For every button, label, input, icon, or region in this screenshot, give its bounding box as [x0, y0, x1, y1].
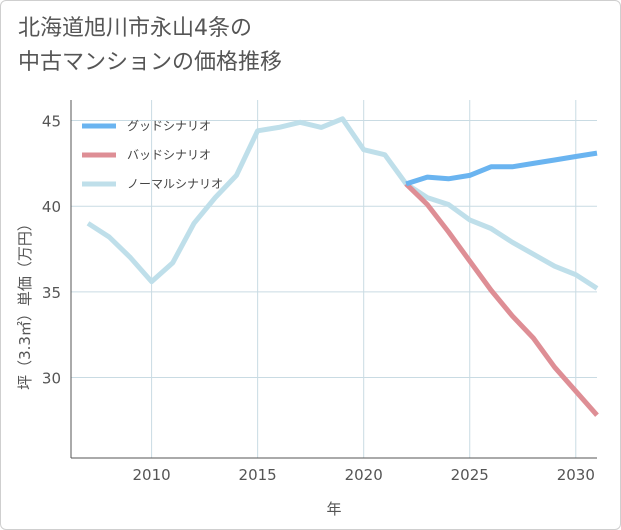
series-lines: [86, 116, 599, 417]
series-line-2: [86, 116, 599, 291]
y-tick-label: 35: [42, 284, 61, 302]
chart-title: 北海道旭川市永山4条の 中古マンションの価格推移: [18, 12, 578, 80]
y-tick-label: 30: [42, 369, 61, 387]
series-line-0: [405, 150, 598, 187]
chart-title-line1: 北海道旭川市永山4条の: [18, 16, 252, 41]
x-tick-label: 2020: [345, 466, 383, 484]
x-tick-label: 2010: [133, 466, 171, 484]
x-tick-label: 2030: [557, 466, 595, 484]
x-tick-label: 2015: [239, 466, 277, 484]
legend-label-0: グッドシナリオ: [127, 119, 211, 133]
y-axis-title: 坪（3.3㎡）単価（万円）: [16, 216, 34, 390]
chart-title-line2: 中古マンションの価格推移: [18, 50, 283, 75]
y-tick-label: 45: [42, 113, 61, 131]
tick-labels: 30 35 40 45 2010 2015 2020 2025 2030: [42, 113, 595, 484]
x-axis-title: 年: [326, 500, 341, 518]
series-line-1: [404, 182, 599, 417]
legend-label-1: バッドシナリオ: [127, 148, 211, 162]
legend-label-2: ノーマルシナリオ: [127, 177, 223, 191]
axes: [70, 100, 597, 459]
y-tick-label: 40: [42, 198, 61, 216]
x-tick-label: 2025: [451, 466, 489, 484]
